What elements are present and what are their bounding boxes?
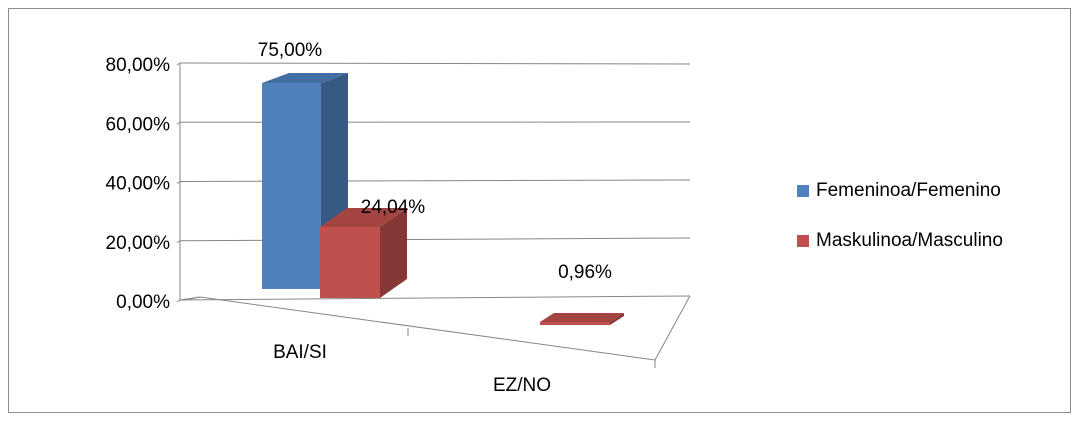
floor-outline (179, 295, 691, 361)
y-tick-label: 20,00% (106, 233, 171, 254)
bar-side (380, 208, 407, 298)
x-tick-label: EZ/NO (493, 375, 551, 396)
data-label: 0,96% (558, 262, 612, 283)
chart-frame: 0,00% 20,00% 40,00% 60,00% 80,00% BAI/SI EZ/NO… (8, 8, 1071, 413)
x-tick-label: BAI/SI (273, 342, 327, 363)
bar-top (262, 73, 348, 83)
bar-side (610, 313, 624, 325)
bar-top (320, 208, 407, 227)
axis-tick (189, 296, 201, 300)
legend-swatch (797, 235, 809, 247)
legend-label: Maskulinoa/Masculino (816, 230, 1003, 251)
y-tick-label: 40,00% (106, 174, 171, 195)
bar-top (540, 313, 624, 322)
y-tick-label: 60,00% (106, 114, 171, 135)
gridline (179, 179, 691, 182)
y-tick-label: 80,00% (106, 55, 171, 76)
bar (262, 83, 321, 289)
legend-swatch (797, 185, 809, 197)
gridline (179, 237, 691, 242)
bar (320, 227, 380, 298)
data-label: 75,00% (258, 40, 323, 61)
data-label: 24,04% (361, 197, 426, 218)
legend-label: Femeninoa/Femenino (816, 180, 1001, 201)
gridline (179, 62, 691, 65)
y-tick-label: 0,00% (116, 292, 170, 313)
gridline (179, 295, 691, 301)
bar (540, 322, 610, 325)
